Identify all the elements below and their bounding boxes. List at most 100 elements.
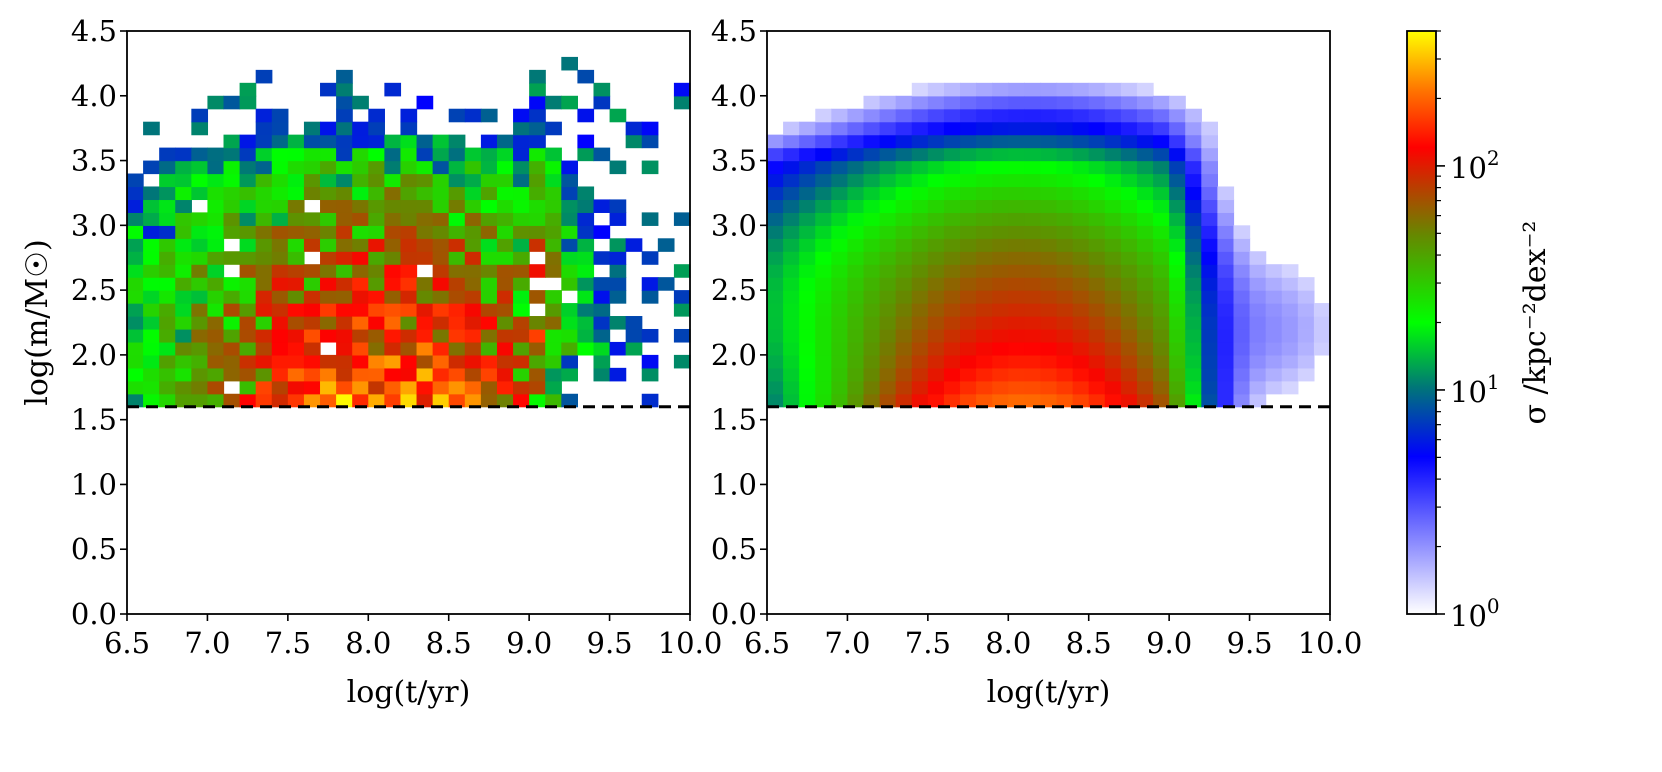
right-heatmap-cell [879, 290, 897, 304]
left-heatmap-cell [271, 290, 289, 304]
left-heatmap-cell [609, 251, 627, 265]
left-heatmap-cell [175, 238, 192, 252]
left-heatmap-cell [416, 354, 434, 369]
right-heatmap-cell [879, 186, 897, 201]
left-heatmap-cell [271, 316, 289, 330]
right-heatmap-cell [943, 199, 961, 213]
right-heatmap-cell [927, 238, 945, 252]
left-heatmap-cell [641, 328, 659, 343]
left-heatmap-cell [143, 277, 160, 291]
right-heatmap-cell [1024, 264, 1042, 278]
right-heatmap-cell [815, 354, 832, 369]
right-heatmap-cell [1169, 341, 1186, 356]
right-heatmap-cell [1040, 186, 1058, 201]
right-heatmap-cell [1024, 393, 1042, 408]
right-heatmap-cell [992, 251, 1009, 265]
left-heatmap-cell [271, 380, 289, 395]
right-heatmap-cell [1153, 354, 1170, 369]
left-heatmap-cell [271, 173, 289, 188]
right-heatmap-cell [1136, 82, 1154, 97]
left-heatmap-cell [480, 380, 498, 395]
left-heatmap-cell [641, 251, 659, 265]
left-heatmap-cell [400, 380, 418, 395]
right-heatmap-cell [831, 160, 849, 175]
right-heatmap-cell [1201, 186, 1218, 201]
left-heatmap-cell [416, 147, 434, 162]
right-heatmap-cell [1265, 367, 1283, 382]
left-heatmap-cell [673, 328, 691, 343]
left-heatmap-cell [191, 380, 209, 395]
left-heatmap-cell [207, 251, 225, 265]
left-heatmap-cell [303, 328, 321, 343]
left-heatmap-cell [496, 341, 514, 356]
right-x-tick-label: 7.5 [905, 626, 951, 660]
right-heatmap-cell [911, 393, 929, 408]
left-heatmap-cell [577, 341, 595, 356]
right-heatmap-cell [1072, 134, 1090, 149]
left-heatmap-cell [336, 69, 353, 84]
right-heatmap-cell [1185, 328, 1202, 343]
left-heatmap-cell [448, 341, 466, 356]
right-heatmap-cell [1153, 277, 1170, 291]
left-heatmap-cell [545, 341, 562, 356]
right-heatmap-cell [847, 199, 865, 213]
left-heatmap-cell [496, 290, 514, 304]
left-heatmap-cell [127, 328, 144, 343]
right-heatmap-cell [1008, 108, 1025, 123]
left-heatmap-cell [384, 147, 402, 162]
left-heatmap-cell [320, 225, 337, 239]
right-heatmap-cell [1120, 108, 1138, 123]
left-heatmap-cell [336, 290, 353, 304]
right-heatmap-cell [1120, 121, 1138, 136]
left-heatmap-cell [593, 251, 611, 265]
right-heatmap-cell [1169, 393, 1186, 408]
left-heatmap-cell [513, 147, 530, 162]
left-heatmap-cell [545, 380, 562, 395]
right-heatmap-cell [1024, 367, 1042, 382]
right-heatmap-cell [1153, 367, 1170, 382]
right-heatmap-cell [1153, 121, 1170, 136]
right-heatmap-cell [1249, 316, 1267, 330]
right-heatmap-cell [1072, 95, 1090, 110]
right-x-tick-label: 9.5 [1227, 626, 1273, 660]
right-heatmap-cell [895, 251, 913, 265]
right-heatmap-cell [1024, 380, 1042, 395]
right-heatmap-cell [1120, 277, 1138, 291]
right-heatmap-cell [943, 108, 961, 123]
left-heatmap-cell [320, 290, 337, 304]
left-heatmap-cell [496, 303, 514, 317]
left-heatmap-cell [625, 328, 643, 343]
left-heatmap-cell [159, 290, 176, 304]
right-heatmap-cell [1024, 95, 1042, 110]
right-heatmap-cell [847, 316, 865, 330]
left-heatmap-cell [464, 108, 482, 123]
left-heatmap-cell [577, 108, 595, 123]
left-heatmap-cell [641, 134, 659, 149]
right-heatmap-cell [783, 225, 800, 239]
right-heatmap-cell [911, 95, 929, 110]
right-heatmap-cell [1008, 82, 1025, 97]
left-heatmap-cell [384, 238, 402, 252]
left-heatmap-cell [368, 316, 385, 330]
left-heatmap-cell [191, 173, 209, 188]
left-heatmap-cell [641, 212, 659, 226]
left-heatmap-cell [561, 393, 578, 408]
right-heatmap-cell [1201, 160, 1218, 175]
left-heatmap-cell [545, 212, 562, 226]
right-heatmap-cell [1185, 380, 1202, 395]
right-heatmap-cell [976, 367, 993, 382]
left-heatmap-cell [303, 264, 321, 278]
left-heatmap-cell [513, 121, 530, 136]
right-heatmap-cell [1072, 328, 1090, 343]
left-heatmap-cell [191, 212, 209, 226]
left-heatmap-cell [545, 328, 562, 343]
right-heatmap-cell [1249, 341, 1267, 356]
right-heatmap-cell [1104, 341, 1122, 356]
left-heatmap-cell [239, 173, 257, 188]
right-heatmap-cell [767, 212, 784, 226]
right-heatmap-cell [976, 212, 993, 226]
left-heatmap-cell [287, 341, 305, 356]
right-heatmap-cell [1153, 225, 1170, 239]
right-heatmap-cell [767, 147, 784, 162]
right-heatmap-cell [815, 290, 832, 304]
